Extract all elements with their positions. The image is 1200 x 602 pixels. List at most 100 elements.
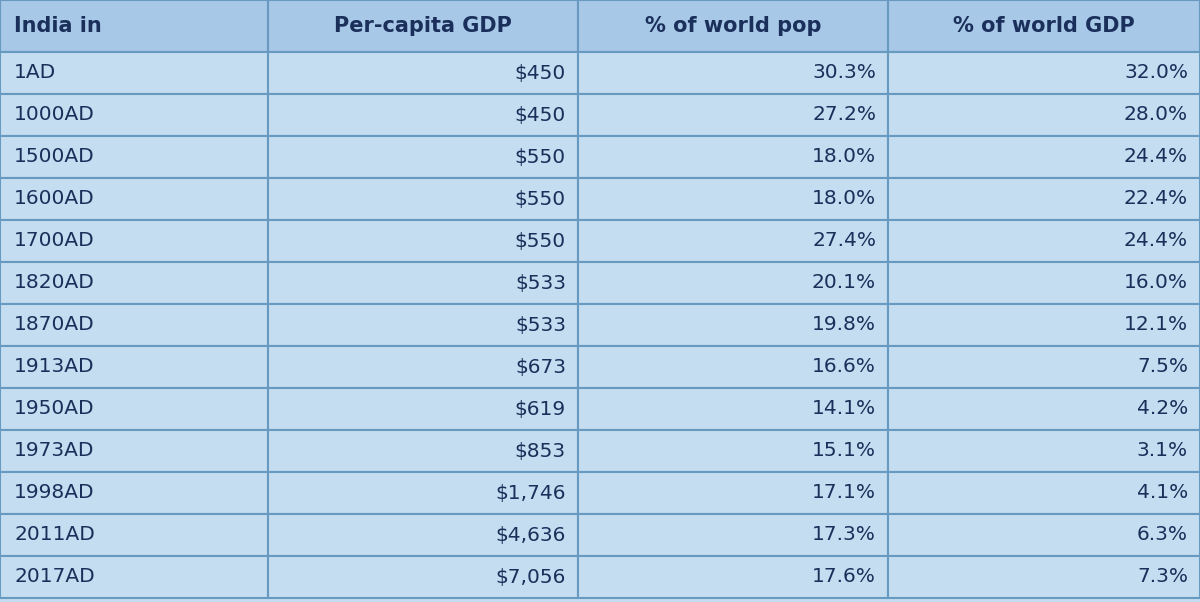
Bar <box>888 52 1200 94</box>
Bar <box>578 0 888 52</box>
Bar <box>888 472 1200 514</box>
Text: India in: India in <box>14 16 102 36</box>
Bar <box>268 514 578 556</box>
Text: 20.1%: 20.1% <box>812 273 876 293</box>
Text: $550: $550 <box>515 147 566 167</box>
Text: 1AD: 1AD <box>14 63 56 82</box>
Text: 32.0%: 32.0% <box>1124 63 1188 82</box>
Text: $1,746: $1,746 <box>496 483 566 503</box>
Bar <box>888 178 1200 220</box>
Bar <box>0 388 268 430</box>
Bar <box>578 52 888 94</box>
Bar <box>268 388 578 430</box>
Text: 15.1%: 15.1% <box>812 441 876 461</box>
Text: $450: $450 <box>515 63 566 82</box>
Bar <box>578 430 888 472</box>
Text: 14.1%: 14.1% <box>812 400 876 418</box>
Bar <box>268 52 578 94</box>
Bar <box>578 220 888 262</box>
Bar <box>578 514 888 556</box>
Text: 28.0%: 28.0% <box>1124 105 1188 125</box>
Bar <box>578 346 888 388</box>
Bar <box>888 94 1200 136</box>
Bar <box>0 220 268 262</box>
Bar <box>0 0 268 52</box>
Bar <box>578 94 888 136</box>
Text: % of world GDP: % of world GDP <box>953 16 1135 36</box>
Bar <box>268 0 578 52</box>
Text: Per-capita GDP: Per-capita GDP <box>334 16 512 36</box>
Bar <box>0 136 268 178</box>
Text: $533: $533 <box>515 315 566 335</box>
Bar <box>578 178 888 220</box>
Bar <box>888 346 1200 388</box>
Text: % of world pop: % of world pop <box>644 16 821 36</box>
Text: 1973AD: 1973AD <box>14 441 95 461</box>
Bar <box>578 304 888 346</box>
Text: $7,056: $7,056 <box>496 568 566 586</box>
Bar <box>888 514 1200 556</box>
Text: 22.4%: 22.4% <box>1124 190 1188 208</box>
Text: $853: $853 <box>515 441 566 461</box>
Text: 17.1%: 17.1% <box>812 483 876 503</box>
Bar <box>268 346 578 388</box>
Text: 2011AD: 2011AD <box>14 526 95 544</box>
Bar <box>0 262 268 304</box>
Bar <box>0 178 268 220</box>
Text: $533: $533 <box>515 273 566 293</box>
Text: $4,636: $4,636 <box>496 526 566 544</box>
Text: $550: $550 <box>515 232 566 250</box>
Text: 17.6%: 17.6% <box>812 568 876 586</box>
Bar <box>578 472 888 514</box>
Text: 4.1%: 4.1% <box>1136 483 1188 503</box>
Text: 18.0%: 18.0% <box>812 147 876 167</box>
Text: 30.3%: 30.3% <box>812 63 876 82</box>
Bar <box>0 472 268 514</box>
Text: 3.1%: 3.1% <box>1136 441 1188 461</box>
Bar <box>888 304 1200 346</box>
Bar <box>578 556 888 598</box>
Bar <box>268 94 578 136</box>
Text: $450: $450 <box>515 105 566 125</box>
Bar <box>0 514 268 556</box>
Text: $550: $550 <box>515 190 566 208</box>
Bar <box>0 346 268 388</box>
Bar <box>578 136 888 178</box>
Text: 16.6%: 16.6% <box>812 358 876 376</box>
Text: 19.8%: 19.8% <box>812 315 876 335</box>
Text: $619: $619 <box>515 400 566 418</box>
Text: 18.0%: 18.0% <box>812 190 876 208</box>
Bar <box>888 220 1200 262</box>
Bar <box>0 94 268 136</box>
Bar <box>888 0 1200 52</box>
Text: 4.2%: 4.2% <box>1136 400 1188 418</box>
Text: 1950AD: 1950AD <box>14 400 95 418</box>
Text: 1870AD: 1870AD <box>14 315 95 335</box>
Text: 1998AD: 1998AD <box>14 483 95 503</box>
Bar <box>268 556 578 598</box>
Text: 1913AD: 1913AD <box>14 358 95 376</box>
Bar <box>268 262 578 304</box>
Text: 1500AD: 1500AD <box>14 147 95 167</box>
Text: 24.4%: 24.4% <box>1124 232 1188 250</box>
Text: 27.2%: 27.2% <box>812 105 876 125</box>
Text: 2017AD: 2017AD <box>14 568 95 586</box>
Bar <box>0 430 268 472</box>
Bar <box>578 262 888 304</box>
Bar <box>578 388 888 430</box>
Text: 24.4%: 24.4% <box>1124 147 1188 167</box>
Bar <box>888 430 1200 472</box>
Text: 1820AD: 1820AD <box>14 273 95 293</box>
Text: 27.4%: 27.4% <box>812 232 876 250</box>
Text: 7.5%: 7.5% <box>1138 358 1188 376</box>
Bar <box>888 136 1200 178</box>
Bar <box>888 388 1200 430</box>
Text: 17.3%: 17.3% <box>812 526 876 544</box>
Text: $673: $673 <box>515 358 566 376</box>
Bar <box>888 262 1200 304</box>
Bar <box>0 52 268 94</box>
Bar <box>268 178 578 220</box>
Bar <box>268 472 578 514</box>
Bar <box>0 556 268 598</box>
Bar <box>0 304 268 346</box>
